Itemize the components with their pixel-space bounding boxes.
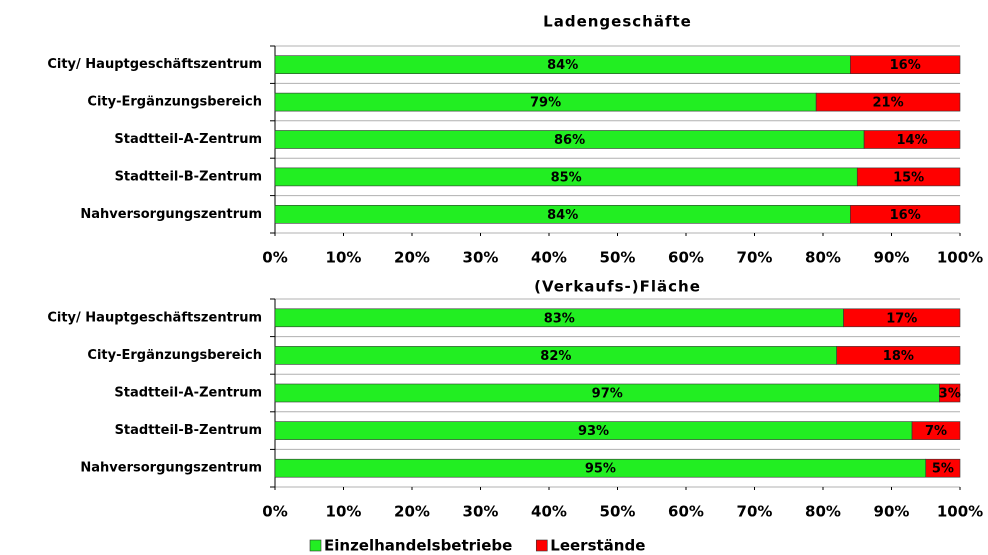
x-tick-label: 0%	[262, 503, 287, 521]
category-label: Stadtteil-B-Zentrum	[115, 169, 262, 184]
category-label: City/ Hauptgeschäftszentrum	[47, 310, 262, 325]
value-label: 3%	[939, 387, 961, 402]
chart-title: (Verkaufs-)Fläche	[534, 278, 701, 296]
x-tick-label: 80%	[805, 503, 841, 521]
x-tick-label: 30%	[463, 503, 499, 521]
value-label: 86%	[554, 133, 585, 148]
x-tick-label: 30%	[463, 249, 499, 267]
x-tick-label: 100%	[937, 503, 983, 521]
bar-segment	[939, 383, 961, 403]
category-label: Stadtteil-A-Zentrum	[114, 386, 262, 401]
value-label: 82%	[540, 349, 571, 364]
value-label: 16%	[890, 58, 921, 73]
value-label: 95%	[585, 462, 616, 477]
bar-segment	[925, 458, 961, 478]
value-label: 97%	[592, 387, 623, 402]
x-tick-label: 100%	[937, 249, 983, 267]
x-tick-label: 90%	[874, 503, 910, 521]
category-label: City-Ergänzungsbereich	[87, 348, 262, 363]
bar-segment	[843, 308, 961, 328]
value-label: 83%	[544, 311, 575, 326]
category-label: City-Ergänzungsbereich	[87, 95, 262, 110]
category-label: Stadtteil-A-Zentrum	[114, 132, 262, 147]
bar-segment	[863, 130, 961, 149]
x-tick-label: 80%	[805, 249, 841, 267]
category-label: Stadtteil-B-Zentrum	[115, 423, 262, 438]
value-label: 17%	[886, 311, 917, 326]
bar-segment	[836, 346, 961, 365]
value-label: 14%	[896, 133, 927, 148]
value-label: 18%	[883, 349, 914, 364]
value-label: 84%	[547, 58, 578, 73]
chart-title: Ladengeschäfte	[543, 13, 692, 31]
value-label: 16%	[890, 208, 921, 223]
value-label: 5%	[932, 462, 954, 477]
x-tick-label: 40%	[531, 249, 567, 267]
x-tick-label: 60%	[668, 249, 704, 267]
x-tick-label: 20%	[394, 503, 430, 521]
value-label: 7%	[925, 424, 947, 439]
value-label: 21%	[873, 96, 904, 111]
legend-swatch	[309, 539, 322, 552]
value-label: 15%	[893, 170, 924, 185]
x-tick-label: 10%	[326, 503, 362, 521]
x-tick-label: 90%	[874, 249, 910, 267]
value-label: 79%	[530, 96, 561, 111]
x-tick-label: 70%	[737, 503, 773, 521]
x-tick-label: 40%	[531, 503, 567, 521]
x-tick-label: 70%	[737, 249, 773, 267]
bar-segment	[850, 205, 961, 224]
x-tick-label: 50%	[600, 503, 636, 521]
category-label: City/ Hauptgeschäftszentrum	[47, 57, 262, 72]
bar-segment	[856, 167, 961, 187]
bar-segment	[815, 92, 961, 112]
bar-segment	[911, 421, 961, 440]
x-tick-label: 50%	[600, 249, 636, 267]
value-label: 85%	[551, 170, 582, 185]
bar-segment	[850, 55, 961, 75]
legend-label: Einzelhandelsbetriebe	[324, 537, 512, 555]
legend-label: Leerstände	[550, 537, 645, 555]
legend-swatch	[535, 539, 548, 552]
x-tick-label: 20%	[394, 249, 430, 267]
value-label: 93%	[578, 424, 609, 439]
category-label: Nahversorgungszentrum	[80, 461, 262, 476]
x-tick-label: 10%	[326, 249, 362, 267]
x-tick-label: 0%	[262, 249, 287, 267]
category-label: Nahversorgungszentrum	[80, 207, 262, 222]
x-tick-label: 60%	[668, 503, 704, 521]
value-label: 84%	[547, 208, 578, 223]
